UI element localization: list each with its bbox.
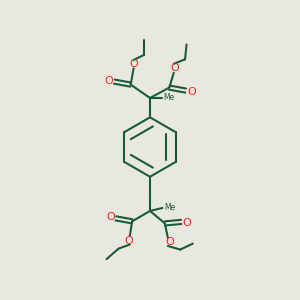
Text: O: O: [171, 63, 179, 73]
Text: O: O: [165, 237, 174, 247]
Text: O: O: [106, 212, 115, 222]
Text: O: O: [105, 76, 113, 86]
Text: O: O: [125, 236, 134, 246]
Text: Me: Me: [164, 94, 175, 103]
Text: O: O: [187, 87, 196, 97]
Text: O: O: [183, 218, 191, 228]
Text: Me: Me: [164, 203, 175, 212]
Text: O: O: [130, 59, 139, 69]
